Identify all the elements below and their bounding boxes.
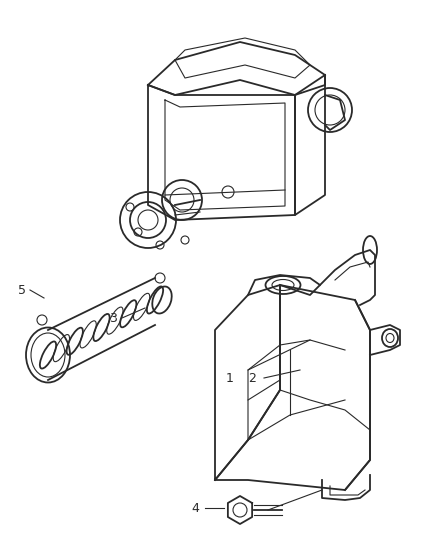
Text: 3: 3 [109,311,117,325]
Text: 5: 5 [18,284,26,296]
Text: 1: 1 [226,372,234,384]
Text: 2: 2 [248,372,256,384]
Text: 4: 4 [191,502,199,514]
